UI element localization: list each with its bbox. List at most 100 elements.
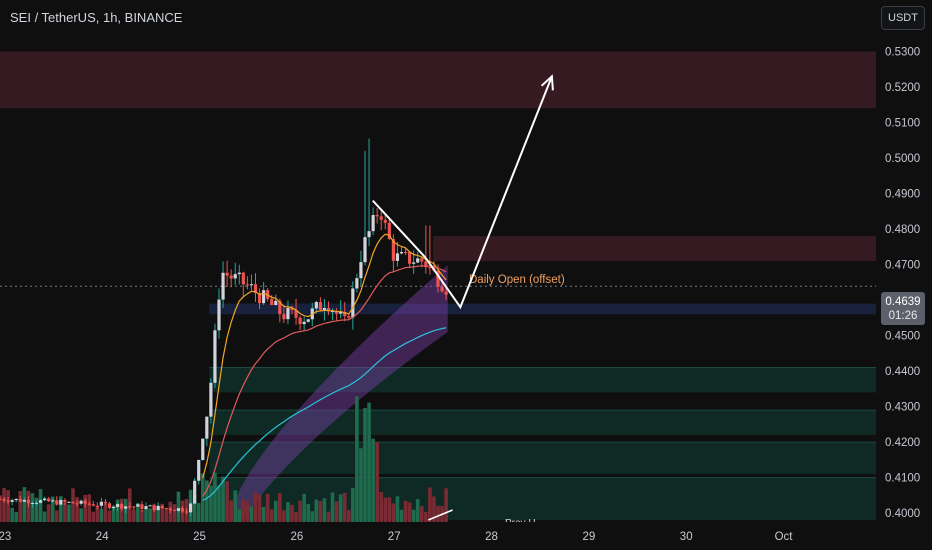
volume-bar — [54, 510, 59, 522]
volume-bar — [148, 508, 152, 522]
volume-bar — [91, 511, 96, 522]
volume-bar — [221, 476, 225, 522]
volume-bar — [346, 509, 351, 522]
volume-bar — [95, 505, 100, 522]
candle-body — [124, 506, 128, 509]
candle-body — [209, 382, 213, 417]
volume-bar — [371, 438, 375, 522]
volume-bar — [79, 508, 83, 522]
candle-body — [253, 284, 258, 293]
volume-bar — [322, 498, 327, 522]
volume-bar — [6, 490, 10, 522]
current-price-value: 0.4639 — [885, 296, 921, 308]
price-tick-label: 0.4100 — [885, 473, 920, 485]
candle-body — [71, 501, 75, 504]
price-tick-label: 0.4500 — [885, 331, 920, 343]
candle-body — [152, 505, 156, 511]
candle-body — [436, 270, 440, 287]
candle-body — [120, 504, 124, 509]
candle-body — [30, 503, 35, 505]
volume-bar — [383, 497, 388, 522]
volume-bar — [424, 511, 428, 522]
candle-body — [241, 272, 245, 285]
volume-bar — [0, 495, 2, 522]
volume-bar — [225, 481, 229, 522]
ema-cloud-band — [233, 265, 448, 542]
ema-cloud — [233, 265, 448, 542]
zone-resistance-1 — [433, 236, 876, 261]
candle-body — [367, 231, 371, 238]
ema-mid-line — [202, 265, 447, 497]
currency-button[interactable]: USDT — [881, 6, 925, 30]
volume-bar — [160, 503, 165, 522]
volume-bar — [249, 506, 254, 522]
candle-body — [10, 500, 14, 502]
volume-bar — [399, 509, 404, 522]
candle-body — [164, 508, 168, 510]
zone-support-5 — [209, 442, 876, 475]
candle-body — [95, 505, 99, 507]
candle-body — [156, 505, 160, 511]
volume-bar — [245, 501, 250, 522]
candle-body — [221, 272, 225, 300]
candle-body — [233, 274, 237, 279]
volume-bar — [196, 503, 201, 522]
price-tick-label: 0.5200 — [885, 82, 920, 94]
volume-bar — [176, 491, 181, 522]
time-tick-label: 24 — [96, 531, 109, 543]
volume-bar — [363, 407, 367, 522]
volume-bar — [359, 448, 363, 522]
price-axis[interactable]: 0.54000.53000.52000.51000.50000.49000.48… — [876, 0, 932, 550]
volume-bar — [67, 504, 71, 522]
candle-body — [67, 501, 71, 503]
volume-bar — [253, 492, 258, 522]
candle-body — [38, 500, 43, 503]
time-axis-bg — [0, 522, 932, 550]
candle-body — [116, 504, 120, 507]
projection-arrow[interactable] — [372, 74, 554, 521]
candle-body — [63, 500, 67, 502]
candle-body — [302, 321, 306, 325]
volume-bar — [75, 497, 79, 522]
candle-body — [172, 510, 176, 512]
ema-lines — [202, 233, 447, 501]
volume-bar — [330, 492, 335, 522]
volume-bar — [432, 496, 436, 522]
candle-body — [347, 316, 351, 318]
candle-body — [375, 215, 379, 217]
candle-body — [274, 300, 278, 305]
candle-body — [217, 299, 221, 331]
candle-body — [229, 275, 233, 279]
volume-bar — [379, 492, 384, 522]
price-tick-label: 0.4000 — [885, 508, 920, 520]
zone-support-3 — [209, 367, 876, 393]
volume-bar — [294, 511, 298, 522]
volume-bar — [2, 487, 6, 522]
volume-bar — [71, 488, 75, 522]
candle-body — [339, 311, 343, 314]
candle-body — [420, 258, 424, 262]
volume-bar — [50, 496, 55, 522]
candle-body — [245, 284, 249, 286]
time-tick-label: 29 — [582, 531, 595, 543]
candle-body — [314, 301, 318, 309]
candle-body — [140, 504, 144, 509]
candle-body — [144, 506, 148, 509]
price-tick-label: 0.4800 — [885, 224, 920, 236]
volume-bar — [144, 508, 148, 522]
volume-bar — [290, 504, 294, 522]
time-tick-label: 28 — [485, 531, 498, 543]
candle-body — [383, 219, 387, 223]
candle-body — [75, 503, 79, 505]
volume-bar — [269, 509, 274, 522]
price-zones — [0, 51, 876, 521]
candle-body — [428, 267, 432, 269]
time-axis[interactable]: 23 24 25 26 27 28 29 30 Oct — [0, 522, 932, 550]
time-tick-label: 26 — [290, 531, 303, 543]
volume-bar — [156, 509, 160, 522]
price-tick-label: 0.5100 — [885, 118, 920, 130]
price-tick-label: 0.5000 — [885, 153, 920, 165]
candle-body — [318, 301, 322, 311]
volume-bar — [436, 505, 440, 522]
